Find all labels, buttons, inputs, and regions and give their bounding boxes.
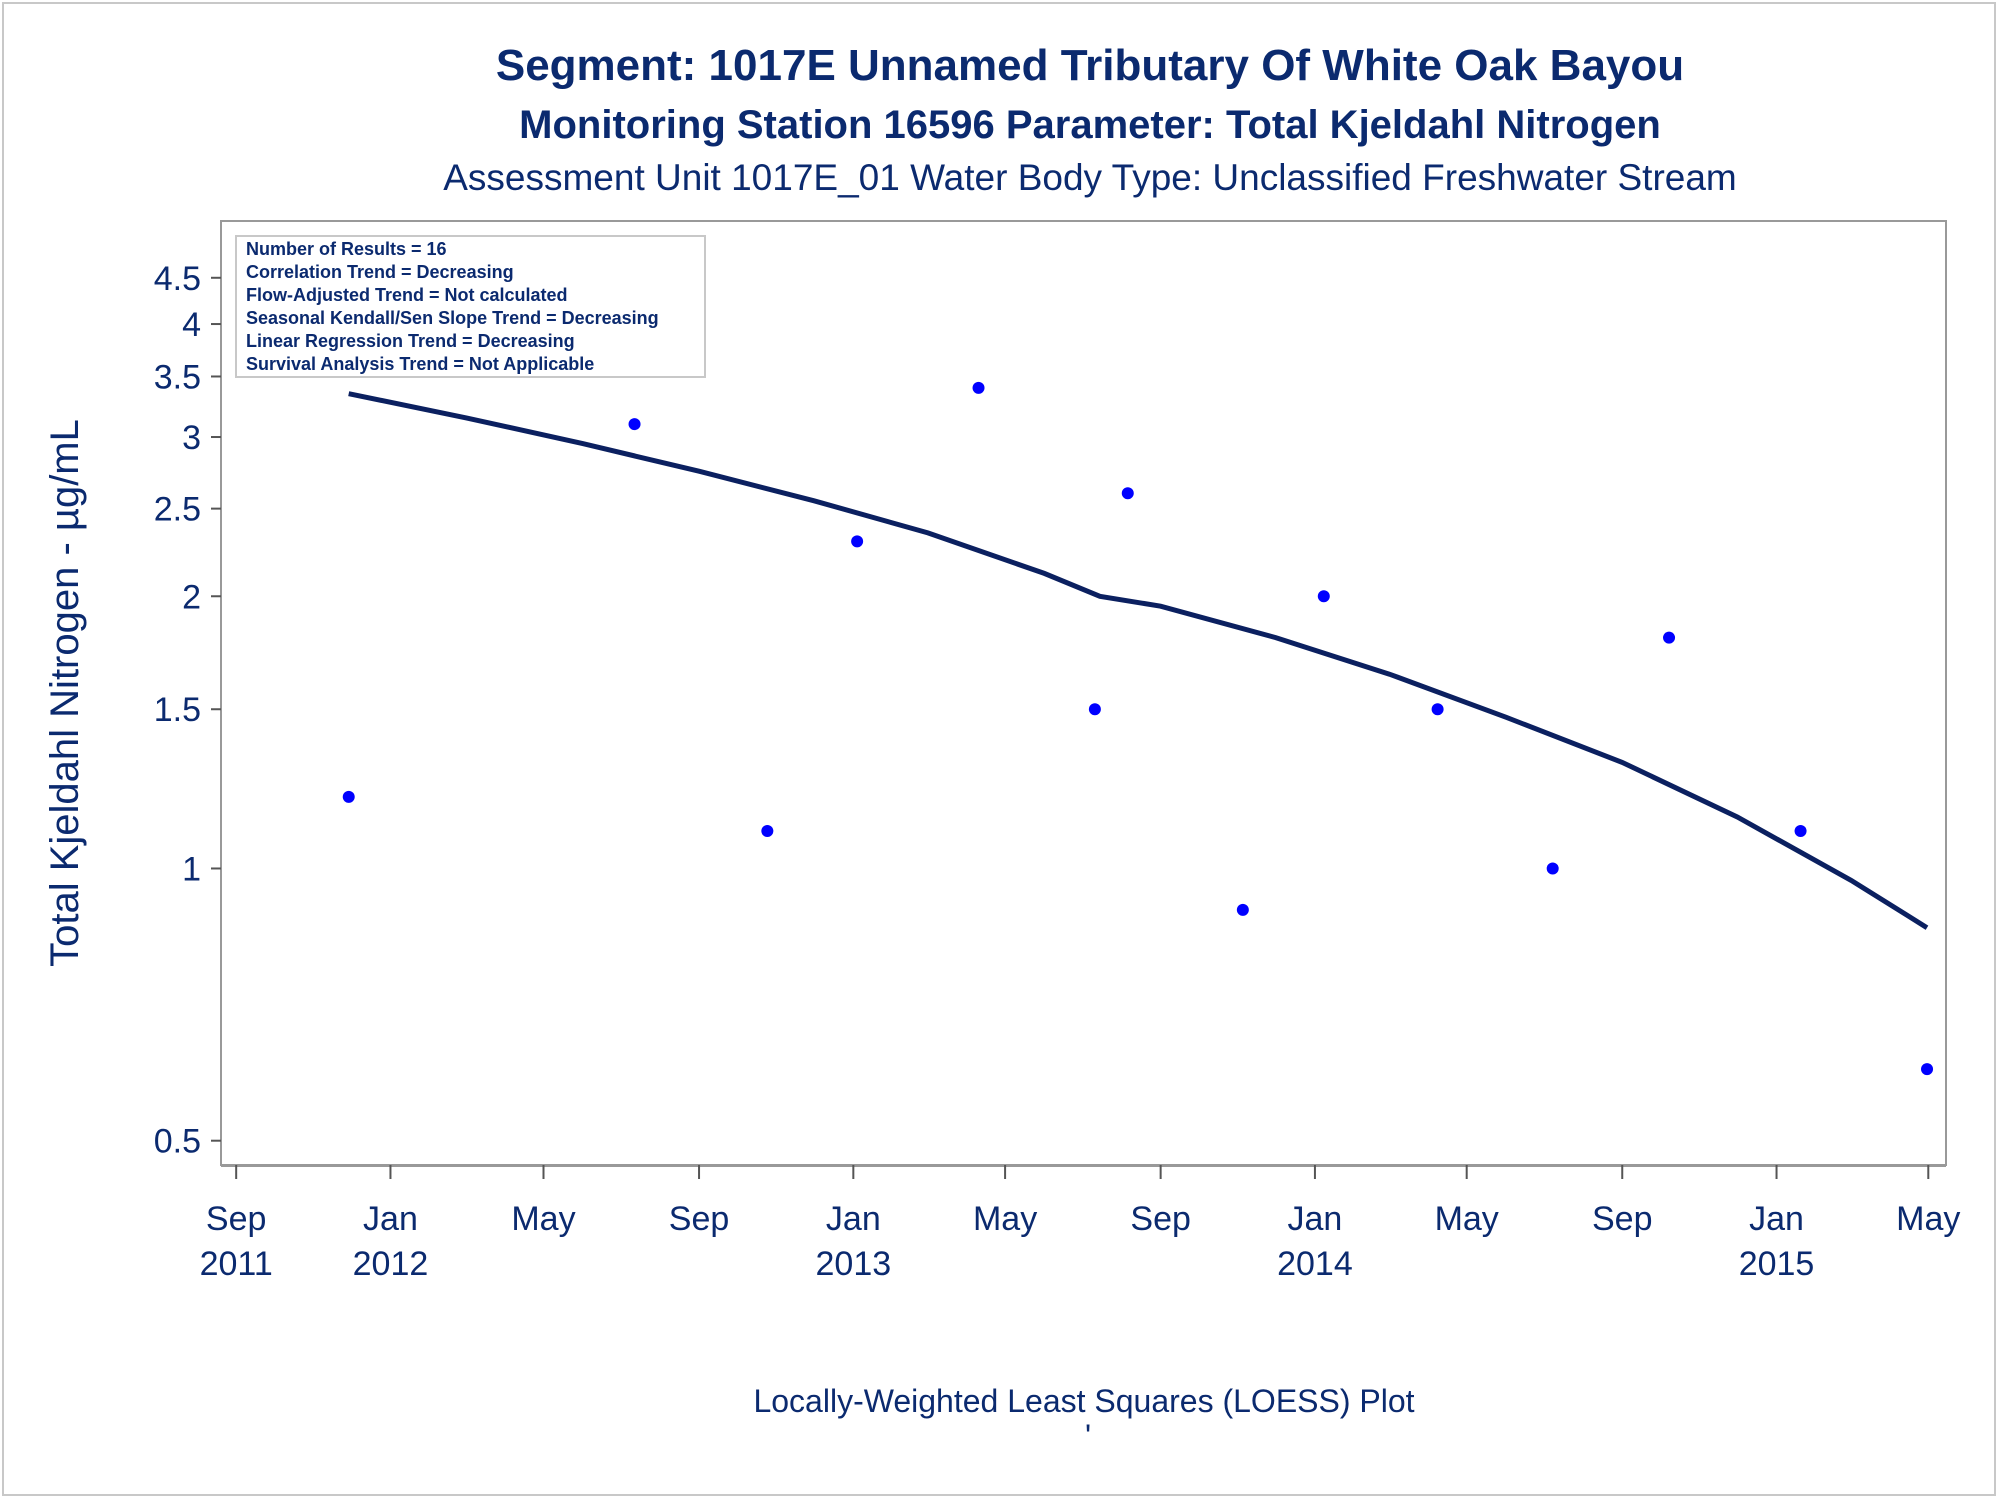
- stat-correlation-trend: Correlation Trend = Decreasing: [246, 262, 514, 282]
- y-tick-label: 2: [182, 578, 201, 616]
- data-point: [1121, 487, 1134, 500]
- x-tick-label-month: May: [973, 1200, 1037, 1238]
- x-tick-label-year: 2015: [1739, 1245, 1815, 1283]
- x-tick-label-month: Sep: [669, 1200, 730, 1238]
- x-tick-label-month: May: [511, 1200, 575, 1238]
- data-point: [1088, 703, 1101, 716]
- x-tick-label-month: Jan: [1288, 1200, 1343, 1238]
- stats-box-frame: [235, 235, 706, 378]
- y-tick-label: 0.5: [154, 1123, 201, 1161]
- data-point: [1663, 631, 1676, 644]
- x-tick-label-month: Sep: [1130, 1200, 1191, 1238]
- stats-box: Number of Results = 16 Correlation Trend…: [235, 235, 706, 378]
- stat-number-of-results: Number of Results = 16: [246, 239, 447, 259]
- chart-subtitle: Monitoring Station 16596 Parameter: Tota…: [519, 103, 1661, 147]
- x-tick-label-year: 2012: [353, 1245, 429, 1283]
- data-point: [342, 790, 355, 803]
- y-tick-label: 2.5: [154, 491, 201, 529]
- chart-footnote: Locally-Weighted Least Squares (LOESS) P…: [753, 1383, 1414, 1419]
- y-tick-label: 1.5: [154, 691, 201, 729]
- stat-linear-regression-trend: Linear Regression Trend = Decreasing: [246, 331, 575, 351]
- stat-survival-analysis-trend: Survival Analysis Trend = Not Applicable: [246, 354, 594, 374]
- footnote-mark: ': [1085, 1418, 1091, 1454]
- y-tick-label: 3.5: [154, 358, 201, 396]
- x-tick-label-month: Sep: [1592, 1200, 1653, 1238]
- y-tick-label: 3: [182, 419, 201, 457]
- x-tick-label-year: 2014: [1277, 1245, 1353, 1283]
- x-axis: Sep 2011 Jan 2012 May Sep Jan 2013 May Sep Jan 2014…: [200, 1165, 1960, 1283]
- y-axis-label: Total Kjeldahl Nitrogen - µg/mL: [43, 419, 87, 967]
- x-tick-label-month: May: [1896, 1200, 1960, 1238]
- data-point: [1546, 862, 1559, 875]
- y-tick-label: 4.5: [154, 260, 201, 298]
- data-point: [972, 381, 985, 394]
- chart-subtitle-2: Assessment Unit 1017E_01 Water Body Type…: [443, 157, 1737, 198]
- x-tick-label-month: Jan: [826, 1200, 881, 1238]
- stat-seasonal-kendall-trend: Seasonal Kendall/Sen Slope Trend = Decre…: [246, 308, 659, 328]
- data-point: [1431, 703, 1444, 716]
- x-tick-label-month: Sep: [206, 1200, 267, 1238]
- chart-title: Segment: 1017E Unnamed Tributary Of Whit…: [496, 41, 1684, 90]
- y-axis: 0.5 1 1.5 2 2.5 3 3.5 4 4.5: [154, 260, 221, 1161]
- data-point: [851, 535, 864, 548]
- x-tick-label-month: May: [1435, 1200, 1499, 1238]
- x-tick-label-year: 2013: [816, 1245, 892, 1283]
- x-tick-label-month: Jan: [363, 1200, 418, 1238]
- data-point: [1236, 903, 1249, 916]
- x-tick-label-month: Jan: [1749, 1200, 1804, 1238]
- data-point: [1317, 590, 1330, 603]
- data-point: [1921, 1063, 1934, 1076]
- x-tick-label-year: 2011: [200, 1245, 273, 1283]
- data-point: [761, 825, 774, 838]
- stat-flow-adjusted-trend: Flow-Adjusted Trend = Not calculated: [246, 285, 568, 305]
- y-tick-label: 4: [182, 306, 201, 344]
- data-point: [628, 418, 641, 431]
- loess-line: [348, 391, 1929, 930]
- data-point: [1794, 825, 1807, 838]
- y-tick-label: 1: [182, 850, 201, 888]
